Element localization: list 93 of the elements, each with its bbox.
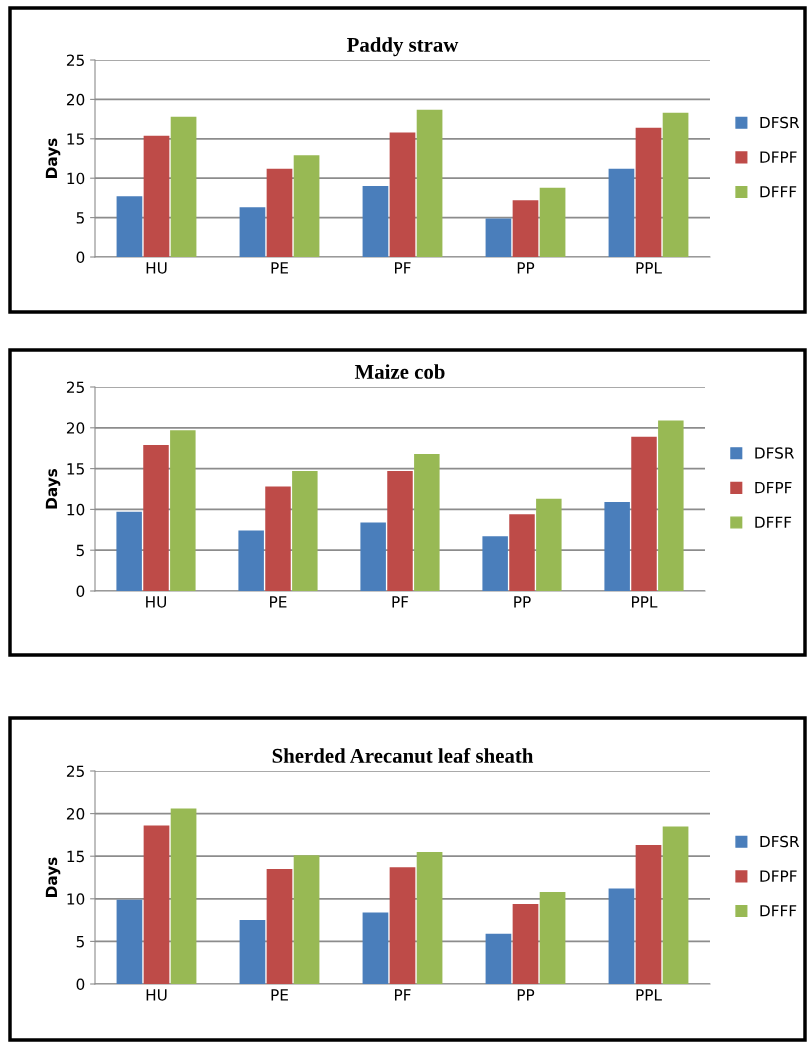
bar (509, 514, 535, 591)
x-tick-label: HU (146, 989, 167, 1001)
bar (170, 116, 197, 257)
bar (631, 436, 657, 591)
bar (604, 502, 630, 591)
bar (360, 522, 386, 591)
y-tick-label: 10 (67, 172, 85, 185)
x-tick-label: PF (395, 989, 411, 1001)
legend-label: DFSR (760, 116, 800, 129)
bar (389, 132, 416, 257)
bar (512, 903, 539, 984)
bar (362, 186, 389, 257)
legend-label: DFFF (760, 186, 797, 198)
y-tick-label: 25 (66, 765, 84, 778)
y-tick-label: 15 (67, 850, 84, 863)
y-tick-label: 10 (67, 893, 85, 905)
legend-label: DFFF (760, 905, 797, 917)
x-tick-label: PE (271, 262, 288, 274)
bar (416, 109, 443, 257)
bar (116, 196, 143, 257)
y-tick-label: 20 (66, 808, 85, 820)
y-axis-title: Days (45, 468, 61, 509)
x-tick-label: PP (514, 596, 531, 608)
bar (293, 155, 320, 257)
y-tick-label: 0 (76, 585, 85, 598)
legend-label: DFPF (755, 482, 792, 494)
chart-title: Sherded Arecanut leaf sheath (272, 748, 534, 763)
y-tick-label: 0 (76, 978, 85, 991)
legend-label: DFPF (760, 151, 797, 163)
x-tick-label: PE (271, 989, 288, 1001)
x-tick-label: PP (517, 989, 535, 1001)
bar (143, 825, 170, 984)
y-tick-label: 5 (76, 544, 84, 557)
bar (512, 200, 539, 257)
chart-title: Maize cob (354, 364, 445, 379)
bar (635, 127, 662, 257)
bar (292, 471, 318, 591)
legend-label: DFPF (760, 870, 797, 882)
x-tick-label: PPL (636, 989, 662, 1001)
x-tick-label: PPL (636, 262, 662, 274)
y-tick-label: 25 (66, 381, 84, 394)
bar (539, 891, 566, 984)
bar (238, 530, 264, 591)
bar (414, 453, 440, 591)
bar (170, 430, 196, 591)
y-tick-label: 0 (76, 251, 85, 264)
bar (239, 920, 266, 984)
x-tick-label: HU (146, 262, 167, 274)
bar (608, 888, 635, 984)
bar (116, 899, 143, 984)
y-tick-label: 10 (67, 503, 85, 516)
bar (416, 851, 443, 984)
bar (658, 420, 684, 591)
bar (536, 498, 562, 591)
legend-label: DFSR (760, 835, 800, 848)
x-tick-label: PF (395, 262, 411, 274)
bar (143, 444, 169, 591)
x-tick-label: PE (270, 596, 287, 608)
bar (293, 855, 320, 984)
bar (389, 867, 416, 984)
y-tick-label: 15 (67, 133, 84, 145)
chart-title: Paddy straw (347, 37, 459, 57)
y-tick-label: 25 (66, 54, 84, 67)
x-tick-label: PP (517, 262, 535, 274)
bar (266, 168, 293, 257)
bar (266, 868, 293, 984)
x-tick-label: PPL (632, 596, 658, 608)
bar (143, 135, 170, 257)
bar (482, 536, 508, 591)
bar (239, 207, 266, 257)
legend-label: DFSR (755, 447, 795, 459)
bar (485, 218, 512, 257)
legend-label: DFFF (755, 516, 792, 528)
bar (362, 912, 389, 984)
bar (662, 112, 689, 257)
bar (662, 826, 689, 984)
bar (485, 933, 512, 984)
bar (170, 808, 197, 984)
y-axis-title: Days (45, 857, 61, 897)
y-axis-title: Days (45, 138, 61, 178)
y-tick-label: 5 (76, 212, 84, 224)
y-tick-label: 15 (67, 463, 84, 475)
y-tick-label: 20 (66, 422, 85, 434)
bar (539, 187, 566, 257)
x-tick-label: PF (392, 596, 409, 608)
bar (635, 845, 662, 984)
bar (608, 168, 635, 257)
bar (387, 471, 413, 591)
y-tick-label: 5 (76, 936, 84, 948)
bar (116, 511, 142, 591)
y-tick-label: 20 (66, 93, 85, 106)
bar (265, 486, 291, 591)
x-tick-label: HU (146, 596, 167, 608)
